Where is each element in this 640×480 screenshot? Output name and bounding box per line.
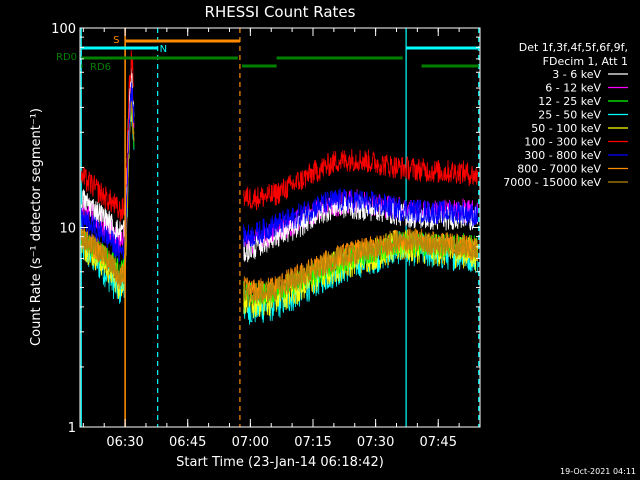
y-axis-label: Count Rate (s⁻¹ detector segment⁻¹) [29, 108, 44, 346]
legend-header: FDecim 1, Att 1 [543, 55, 628, 68]
legend-entry-label: 3 - 6 keV [552, 68, 601, 81]
flag-label: RD6 [90, 62, 111, 73]
legend-entry-label: 25 - 50 keV [538, 109, 601, 122]
x-tick-label: 07:45 [420, 435, 457, 450]
y-tick-label: 1 [68, 421, 76, 436]
legend-entry-label: 12 - 25 keV [538, 95, 601, 108]
legend-entry-label: 300 - 800 keV [524, 149, 601, 162]
chart-title: RHESSI Count Rates [205, 3, 356, 21]
plot-marks: S N RD0 RD6 [56, 28, 480, 427]
legend-header: Det 1f,3f,4f,5f,6f,9f, [519, 41, 628, 54]
series-line [80, 50, 479, 222]
legend-entry-label: 7000 - 15000 keV [503, 176, 601, 189]
flag-label: RD0 [56, 52, 77, 63]
flag-label: N [160, 44, 167, 55]
legend-entry-label: 800 - 7000 keV [517, 163, 601, 176]
legend-entry-label: 50 - 100 keV [531, 122, 601, 135]
x-tick-label: 07:00 [232, 435, 269, 450]
x-tick-label: 06:45 [169, 435, 206, 450]
axes: 06:30 06:45 07:00 07:15 07:30 07:45 1 10 100 [51, 22, 480, 450]
x-tick-label: 07:15 [294, 435, 331, 450]
x-tick-label: 06:30 [106, 435, 143, 450]
footer-timestamp: 19-Oct-2021 04:11 [560, 467, 636, 476]
legend-entry-label: 100 - 300 keV [524, 136, 601, 149]
legend: Det 1f,3f,4f,5f,6f,9f,FDecim 1, Att 13 -… [503, 41, 628, 189]
y-tick-label: 100 [51, 22, 76, 37]
x-axis-label: Start Time (23-Jan-14 06:18:42) [176, 455, 384, 470]
legend-entry-label: 6 - 12 keV [545, 82, 601, 95]
flag-label: S [113, 35, 119, 46]
x-tick-label: 07:30 [357, 435, 394, 450]
y-tick-label: 10 [59, 222, 76, 237]
